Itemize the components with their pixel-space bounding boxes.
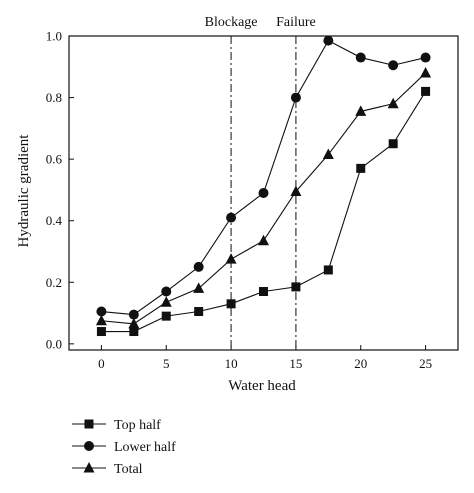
series-top-half — [96, 86, 431, 337]
data-point-square — [259, 287, 268, 297]
legend-item: Top half — [72, 418, 161, 433]
data-point-triangle — [355, 105, 367, 116]
data-point-circle — [388, 60, 399, 71]
y-axis-label: Hydraulic gradient — [16, 134, 32, 248]
data-point-triangle — [95, 314, 107, 326]
data-point-square — [421, 86, 431, 96]
data-point-square — [194, 307, 204, 317]
x-tick-label: 10 — [225, 356, 238, 371]
y-tick-label: 0.8 — [46, 90, 62, 105]
data-point-square — [161, 311, 171, 321]
data-point-triangle — [83, 462, 95, 473]
data-point-square — [388, 139, 398, 149]
legend-label: Lower half — [114, 440, 176, 455]
data-point-square — [129, 327, 139, 337]
data-point-circle — [258, 188, 269, 198]
data-point-circle — [226, 212, 237, 223]
data-point-circle — [84, 441, 94, 451]
x-tick-label: 15 — [289, 356, 302, 371]
legend-label: Top half — [114, 418, 161, 433]
data-point-triangle — [420, 66, 432, 78]
data-point-square — [291, 282, 301, 292]
data-point-triangle — [290, 185, 302, 196]
series-line — [101, 72, 426, 325]
y-tick-label: 0.2 — [46, 275, 62, 290]
series-group — [95, 35, 432, 337]
data-point-triangle — [128, 317, 140, 329]
y-tick-label: 1.0 — [46, 29, 62, 44]
data-point-circle — [193, 261, 204, 272]
data-point-circle — [161, 286, 172, 297]
annotations: Blockage Failure — [205, 15, 316, 350]
data-point-square — [356, 163, 366, 173]
axis-labels: Water head Hydraulic gradient — [16, 134, 296, 394]
data-point-triangle — [258, 234, 269, 246]
x-tick-label: 5 — [163, 356, 170, 371]
series-total — [95, 66, 432, 329]
data-point-square — [226, 299, 236, 309]
data-point-triangle — [225, 253, 237, 264]
axes: 0 5 10 15 20 25 0.0 0.2 0.4 0.6 0.8 1.0 — [46, 29, 459, 371]
x-tick-label: 0 — [98, 356, 105, 371]
y-tick-label: 0.4 — [46, 213, 63, 228]
y-tick-label: 0.6 — [46, 152, 63, 167]
data-point-circle — [323, 35, 334, 46]
data-point-square — [96, 327, 106, 337]
y-tick-label: 0.0 — [46, 336, 62, 351]
legend-item: Lower half — [72, 440, 176, 455]
data-point-circle — [355, 52, 366, 63]
data-point-triangle — [387, 97, 399, 109]
x-tick-label: 25 — [419, 356, 432, 371]
annotation-label: Blockage — [205, 15, 258, 30]
data-point-circle — [290, 92, 301, 103]
data-point-square — [84, 419, 94, 429]
data-point-square — [323, 265, 333, 275]
data-point-circle — [96, 306, 107, 317]
plot-frame — [68, 35, 459, 351]
series-line — [101, 39, 426, 316]
data-point-circle — [128, 309, 139, 320]
legend: Top half Lower half Total — [72, 418, 176, 477]
data-point-triangle — [322, 148, 334, 160]
data-point-circle — [420, 52, 431, 63]
data-point-triangle — [160, 296, 172, 307]
x-axis-label: Water head — [228, 378, 296, 394]
annotation-label: Failure — [276, 15, 316, 30]
legend-item: Total — [72, 462, 143, 477]
x-tick-label: 20 — [354, 356, 367, 371]
data-point-triangle — [193, 282, 205, 293]
legend-label: Total — [114, 462, 143, 477]
series-lower-half — [96, 35, 431, 320]
